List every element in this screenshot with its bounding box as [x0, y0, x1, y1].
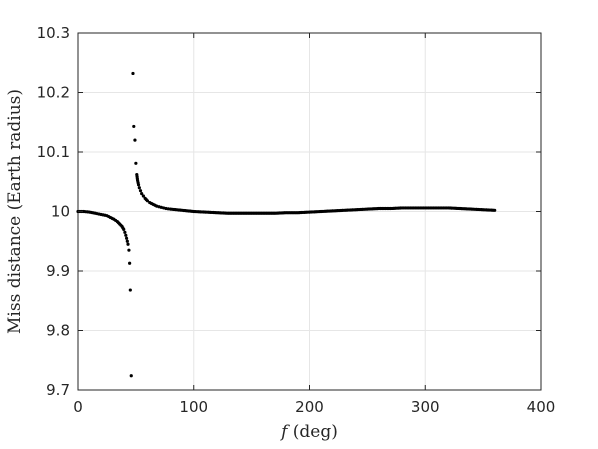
- y-axis-label: Miss distance (Earth radius): [5, 89, 25, 334]
- x-tick-label: 300: [411, 398, 440, 416]
- x-tick-label: 0: [73, 398, 83, 416]
- data-point: [145, 199, 150, 203]
- data-point: [137, 186, 141, 190]
- x-tick-label: 200: [295, 398, 324, 416]
- x-axis-label: f (deg): [279, 422, 338, 442]
- axis-labels: f (deg) Miss distance (Earth radius): [5, 89, 338, 442]
- data-point: [126, 242, 130, 246]
- y-tick-label: 10.1: [37, 143, 70, 161]
- y-tick-label: 9.9: [46, 262, 70, 280]
- data-point: [493, 208, 497, 212]
- data-point: [125, 236, 129, 240]
- axis-ticks: 0 100 200 300 400 9.7 9.8 9.9 10 10.1 10.2 10.3: [37, 24, 556, 416]
- data-point: [128, 261, 132, 265]
- data-point: [125, 239, 129, 243]
- data-point: [131, 71, 135, 76]
- data-point: [132, 124, 136, 129]
- data-point: [122, 227, 126, 231]
- data-point: [141, 194, 145, 198]
- y-tick-label: 9.8: [46, 322, 70, 340]
- data-point: [138, 189, 143, 193]
- data-point: [127, 248, 131, 252]
- y-tick-label: 10.3: [37, 24, 70, 42]
- x-axis-label-var: f: [279, 422, 290, 442]
- y-tick-label: 10: [51, 203, 70, 221]
- data-point: [129, 374, 133, 378]
- data-point: [140, 192, 144, 196]
- x-tick-label: 400: [527, 398, 556, 416]
- y-tick-label: 9.7: [46, 381, 70, 399]
- data-point: [128, 288, 132, 292]
- x-axis-label-unit: (deg): [293, 422, 338, 442]
- data-point: [123, 230, 127, 234]
- data-points: [76, 71, 497, 378]
- data-point: [133, 138, 137, 142]
- y-tick-label: 10.2: [37, 84, 70, 102]
- data-point: [124, 233, 128, 237]
- x-tick-label: 100: [179, 398, 208, 416]
- data-point: [136, 183, 141, 187]
- data-point: [134, 161, 138, 165]
